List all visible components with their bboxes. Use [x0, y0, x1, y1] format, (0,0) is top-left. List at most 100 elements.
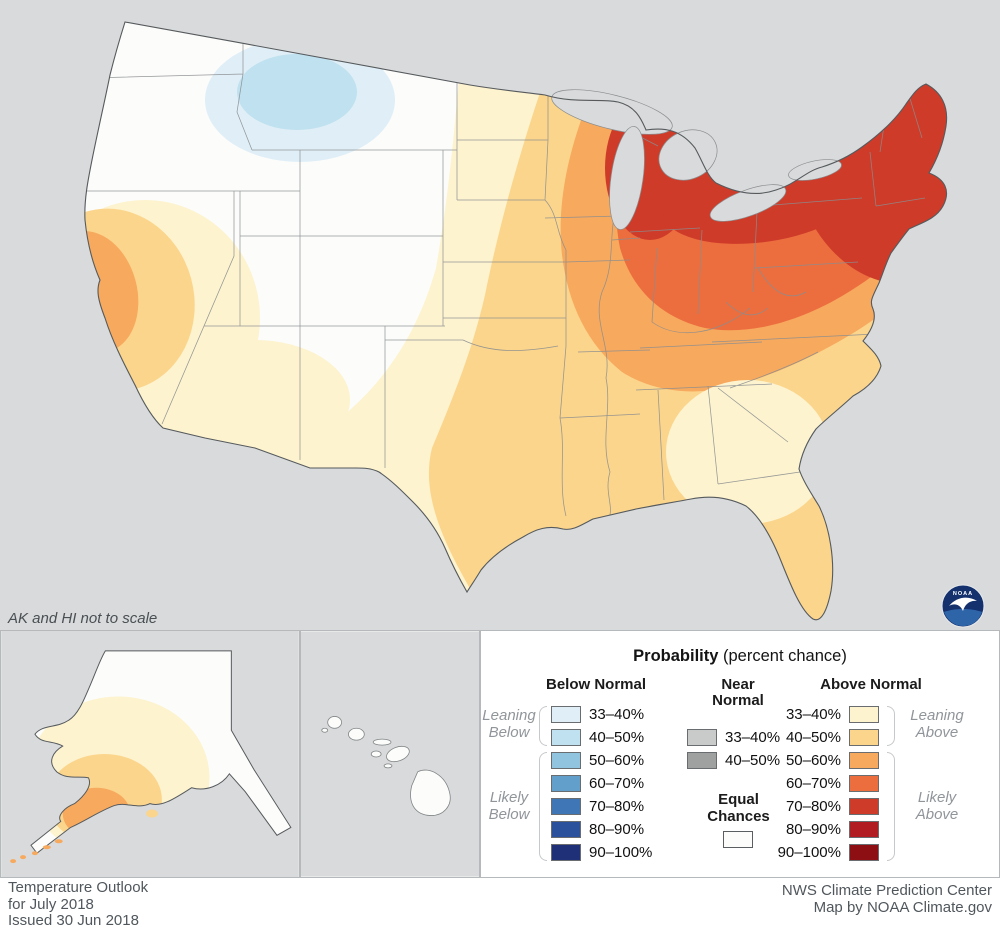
legend-range-label: 90–100% — [589, 844, 653, 861]
footer-credit: Map by NOAA Climate.gov — [813, 899, 992, 916]
legend-range-label: 40–50% — [785, 729, 841, 746]
footer-right: NWS Climate Prediction Center Map by NOA… — [782, 882, 992, 916]
legend-row: 90–100% — [551, 844, 652, 861]
leaning-below-label: Leaning Below — [482, 707, 536, 741]
legend-title: Probability (percent chance) — [481, 647, 999, 666]
alaska-outline — [30, 650, 292, 854]
below-40-50-montana — [237, 54, 357, 130]
legend-swatch — [687, 729, 717, 746]
legend-row: 90–100% — [777, 844, 879, 861]
legend-swatch — [849, 844, 879, 861]
legend-range-label: 33–40% — [725, 729, 781, 746]
legend-range-label: 40–50% — [589, 729, 645, 746]
legend-row: 50–60% — [551, 752, 644, 769]
footer: Temperature Outlook for July 2018 Issued… — [0, 878, 1000, 938]
legend-row: 80–90% — [777, 821, 879, 838]
lake-erie — [709, 184, 787, 222]
legend-swatch — [551, 729, 581, 746]
legend-range-label: 70–80% — [589, 798, 645, 815]
noaa-logo-text: NOAA — [953, 591, 973, 597]
legend-swatch — [551, 844, 581, 861]
legend-swatch — [551, 752, 581, 769]
noaa-logo-sea — [944, 609, 982, 626]
aleutian-island — [20, 855, 27, 860]
legend-swatch — [551, 706, 581, 723]
legend-swatch — [849, 821, 879, 838]
scale-note: AK and HI not to scale — [8, 610, 158, 627]
leaning-below-bracket — [539, 706, 547, 746]
kodiak-island — [146, 809, 158, 818]
niihau-island — [321, 727, 329, 733]
state-borders — [86, 22, 926, 519]
legend-swatch — [849, 798, 879, 815]
legend-range-label: 50–60% — [589, 752, 645, 769]
above-normal-header: Above Normal — [820, 676, 922, 693]
equal-chances-swatch — [723, 831, 753, 848]
legend-range-label: 60–70% — [785, 775, 841, 792]
legend-swatch — [849, 706, 879, 723]
legend-range-label: 50–60% — [785, 752, 841, 769]
aleutian-islands — [10, 809, 158, 864]
leaning-above-bracket — [887, 706, 895, 746]
us-outline — [84, 21, 948, 621]
legend-row: 70–80% — [551, 798, 644, 815]
likely-below-bracket — [539, 752, 547, 861]
lanai-island — [370, 750, 382, 758]
legend-row: 33–40% — [551, 706, 644, 723]
near-normal-header: Near Normal — [712, 676, 764, 709]
kahoolawe-island — [383, 763, 393, 769]
legend-swatch — [849, 752, 879, 769]
noaa-logo: NOAA — [941, 584, 985, 628]
legend-range-label: 80–90% — [785, 821, 841, 838]
maui-island — [386, 745, 410, 763]
legend-row: 60–70% — [551, 775, 644, 792]
footer-source: NWS Climate Prediction Center — [781, 882, 992, 899]
leaning-above-label: Leaning Above — [910, 707, 964, 741]
legend-range-label: 70–80% — [785, 798, 841, 815]
kauai-island — [327, 716, 342, 729]
aleutian-island — [42, 845, 51, 850]
aleutian-island — [54, 839, 63, 844]
legend-row: 40–50% — [551, 729, 644, 746]
us-temperature-map — [0, 0, 1000, 630]
footer-issued: Issued 30 Jun 2018 — [8, 912, 139, 929]
molokai-island — [372, 738, 392, 746]
legend-range-label: 33–40% — [589, 706, 645, 723]
legend-range-label: 60–70% — [589, 775, 645, 792]
footer-left: Temperature Outlook for July 2018 Issued… — [8, 879, 149, 930]
likely-above-label: Likely Above — [915, 789, 959, 823]
lake-michigan — [609, 126, 645, 230]
equal-chances-label: Equal Chances — [707, 791, 770, 825]
legend-row: 70–80% — [777, 798, 879, 815]
great-lakes — [551, 89, 842, 230]
legend-row: 33–40% — [687, 729, 780, 746]
footer-title: Temperature Outlook — [8, 879, 149, 896]
legend-panel: Probability (percent chance) Below Norma… — [480, 630, 1000, 878]
below-normal-header: Below Normal — [545, 676, 647, 693]
hawaii-inset — [300, 630, 480, 878]
legend-swatch — [849, 729, 879, 746]
legend-range-label: 90–100% — [777, 844, 841, 861]
noaa-bird-icon — [949, 597, 977, 611]
legend-swatch — [551, 821, 581, 838]
legend-swatch — [687, 752, 717, 769]
above-33-40-arizona — [160, 340, 350, 460]
conus-map-area: AK and HI not to scale NOAA — [0, 0, 1000, 630]
legend-swatch — [849, 775, 879, 792]
hawaii-islands — [321, 716, 451, 816]
legend-swatch — [551, 798, 581, 815]
likely-above-bracket — [887, 752, 895, 861]
alaska-map — [1, 631, 299, 877]
aleutian-island — [10, 859, 17, 864]
aleutian-island — [31, 851, 38, 856]
above-33-40-georgia-pocket — [666, 380, 830, 524]
hawaii-map — [301, 631, 479, 877]
legend-row: 33–40% — [777, 706, 879, 723]
hawaii-island — [410, 769, 451, 816]
legend-row: 80–90% — [551, 821, 644, 838]
legend-range-label: 33–40% — [785, 706, 841, 723]
likely-below-label: Likely Below — [488, 789, 530, 823]
legend-title-bold: Probability — [633, 647, 719, 665]
footer-period: for July 2018 — [8, 895, 94, 913]
legend-row: 40–50% — [687, 752, 780, 769]
